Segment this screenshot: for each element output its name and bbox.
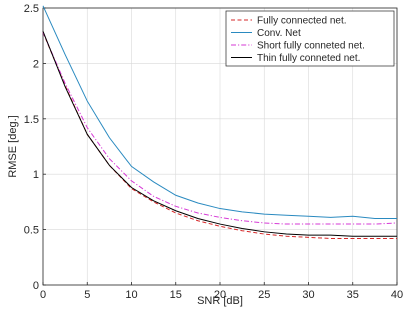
axis-ticks: 0 5 10 15 20 25 30 35 40 0 0.5 1 1.5 2 2.5 — [24, 3, 403, 301]
x-tick-label: 5 — [84, 289, 90, 301]
x-tick-label: 40 — [391, 289, 403, 301]
y-tick-label: 1 — [33, 169, 39, 181]
legend: Fully connected net.Conv. Net Short fully… — [225, 10, 395, 67]
x-tick-label: 25 — [258, 289, 270, 301]
legend-label-thin-fully-conneted-net: Thin fully conneted net. — [257, 53, 360, 64]
x-axis-label: SNR [dB] — [197, 295, 243, 307]
y-axis-label: RMSE [deg.] — [7, 115, 19, 177]
x-tick-label: 10 — [125, 289, 137, 301]
x-tick-label: 35 — [347, 289, 359, 301]
series-line-short-fully-conneted-net — [42, 32, 398, 225]
x-tick-label: 20 — [214, 289, 226, 301]
x-tick-label: 15 — [170, 289, 182, 301]
y-tick-label: 0 — [33, 280, 39, 292]
x-tick-label: 30 — [302, 289, 314, 301]
y-tick-label: 2 — [33, 58, 39, 70]
legend-label-fully-connected-net: Fully connected net. — [257, 16, 347, 27]
series-line-conv-net — [42, 5, 397, 220]
series-lines — [42, 5, 398, 239]
legend-label-conv-net: Conv. Net — [257, 28, 301, 39]
y-tick-label: 2.5 — [24, 3, 39, 15]
x-tick-label: 0 — [40, 289, 46, 301]
legend-label-short-fully-conneted-net: Short fully conneted net. — [257, 41, 365, 52]
legend-box — [225, 10, 395, 67]
y-tick-label: 0.5 — [24, 225, 39, 237]
series-line-thin-fully-conneted-net — [42, 31, 397, 237]
y-tick-label: 1.5 — [24, 114, 39, 126]
